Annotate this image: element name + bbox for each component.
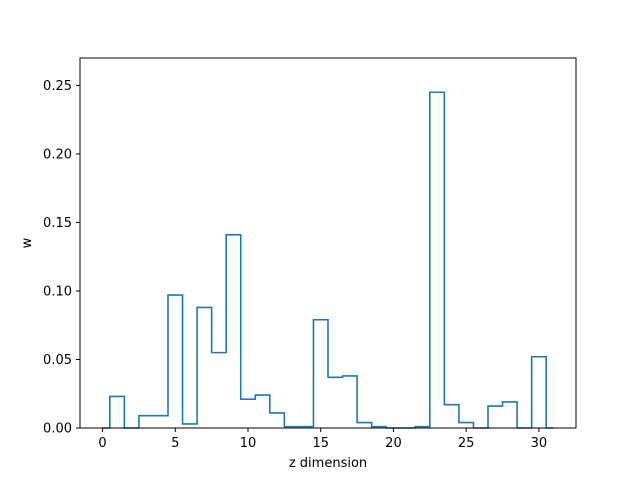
x-tick-label: 25: [458, 436, 475, 451]
x-tick-label: 5: [171, 436, 179, 451]
x-tick-label: 20: [385, 436, 402, 451]
y-axis-ticks: 0.00 0.05 0.10 0.15 0.20 0.25: [43, 79, 80, 437]
y-tick-label: 0.05: [43, 353, 72, 368]
x-tick-label: 30: [531, 436, 548, 451]
x-axis-label: z dimension: [289, 456, 367, 471]
x-tick-label: 15: [312, 436, 329, 451]
plot-frame: [79, 57, 577, 429]
x-tick-label: 10: [240, 436, 257, 451]
y-tick-label: 0.10: [43, 284, 72, 299]
y-tick-label: 0.25: [43, 79, 72, 94]
y-axis-label: w: [20, 237, 35, 248]
y-tick-label: 0.20: [43, 147, 72, 162]
y-tick-label: 0.15: [43, 216, 72, 231]
x-axis-ticks: 0 5 10 15 20 25 30: [98, 428, 547, 451]
y-tick-label: 0.00: [43, 422, 72, 437]
x-tick-label: 0: [98, 436, 106, 451]
